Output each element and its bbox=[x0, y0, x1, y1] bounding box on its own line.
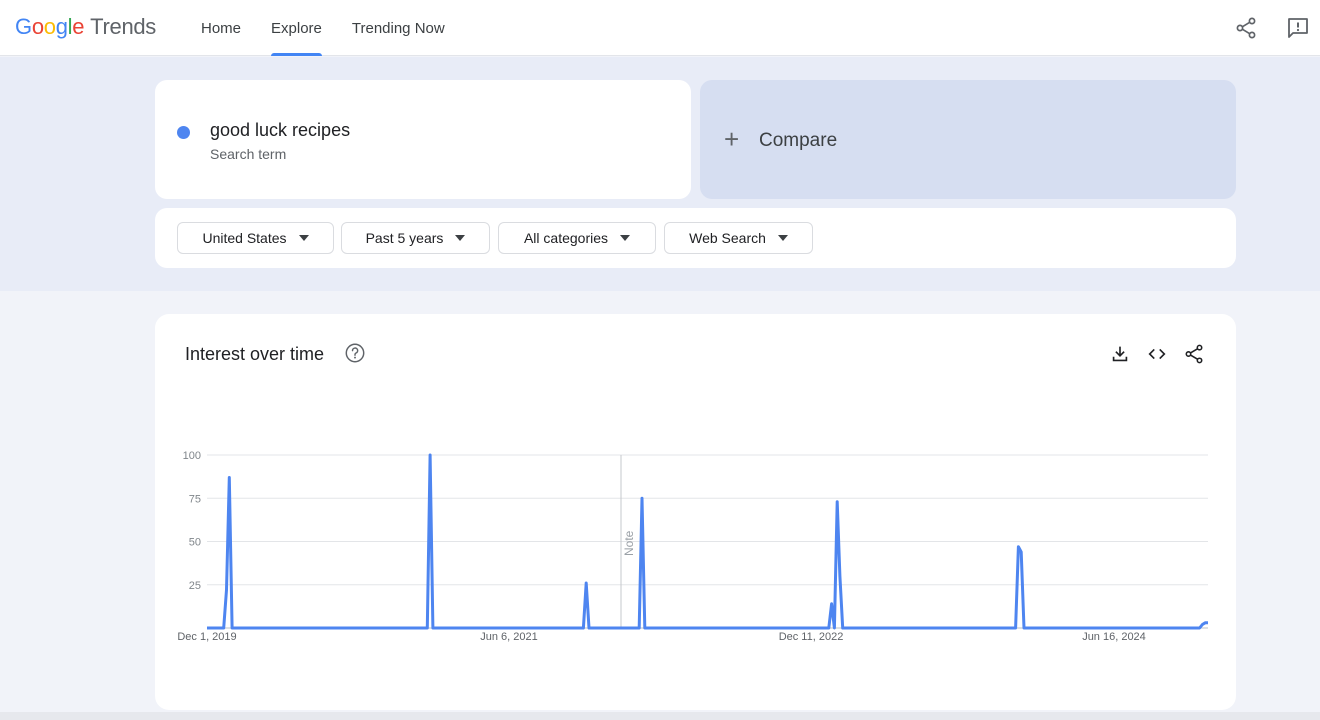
tab-label: Home bbox=[201, 19, 242, 37]
x-tick-label: Dec 11, 2022 bbox=[779, 631, 844, 643]
compare-button[interactable]: + Compare bbox=[700, 80, 1236, 199]
dropdown-caret-icon bbox=[298, 235, 309, 241]
filter-region[interactable]: United States bbox=[177, 222, 334, 254]
search-term-card[interactable]: good luck recipes Search term bbox=[155, 80, 691, 199]
note-label[interactable]: Note bbox=[622, 530, 636, 556]
logo-letter: o bbox=[43, 14, 56, 39]
chart-title: Interest over time bbox=[185, 344, 325, 364]
logo-trends-word: Trends bbox=[90, 14, 157, 39]
search-term-type: Search term bbox=[210, 146, 287, 162]
dropdown-caret-icon bbox=[777, 235, 788, 241]
y-tick-label: 25 bbox=[189, 580, 201, 592]
y-tick-label: 75 bbox=[189, 493, 201, 505]
logo-letter: g bbox=[55, 14, 68, 39]
interest-line-chart: 100 75 50 25 Dec 1, 2019 Jun 6, 2021 Dec 11, … bbox=[177, 450, 1208, 643]
google-trends-logo[interactable]: Google Trends bbox=[15, 14, 156, 40]
logo-letter: G bbox=[15, 14, 32, 39]
x-tick-label: Jun 6, 2021 bbox=[480, 631, 538, 643]
logo-letter: e bbox=[72, 14, 85, 39]
embed-icon[interactable] bbox=[1146, 343, 1168, 365]
tab-trending-now[interactable]: Trending Now bbox=[337, 0, 460, 56]
tab-home[interactable]: Home bbox=[186, 0, 256, 56]
logo-letter: o bbox=[31, 14, 44, 39]
term-color-dot bbox=[177, 126, 190, 139]
search-term-name[interactable]: good luck recipes bbox=[210, 120, 351, 140]
page-bottom-strip bbox=[0, 712, 1320, 720]
dropdown-caret-icon bbox=[455, 235, 466, 241]
tab-label: Explore bbox=[271, 19, 322, 37]
y-tick-label: 50 bbox=[189, 537, 201, 549]
help-icon[interactable] bbox=[344, 342, 366, 364]
filter-category[interactable]: All categories bbox=[498, 222, 656, 254]
x-tick-label: Jun 16, 2024 bbox=[1082, 631, 1146, 643]
top-bar: Google Trends Home Explore Trending Now bbox=[0, 0, 1320, 56]
interest-over-time-card: Interest over time 100 75 50 25 Dec 1, 2019… bbox=[155, 314, 1236, 710]
filters-bar: United States Past 5 years All categorie… bbox=[155, 208, 1236, 268]
x-tick-label: Dec 1, 2019 bbox=[177, 631, 236, 643]
filter-label: Past 5 years bbox=[365, 230, 444, 246]
chart-share-icon[interactable] bbox=[1183, 343, 1205, 365]
y-tick-label: 100 bbox=[183, 450, 201, 462]
filter-label: Web Search bbox=[689, 230, 766, 246]
filter-label: All categories bbox=[523, 230, 609, 246]
tab-explore[interactable]: Explore bbox=[256, 0, 337, 56]
feedback-icon[interactable] bbox=[1286, 16, 1310, 40]
plus-icon: + bbox=[724, 124, 740, 154]
compare-label: Compare bbox=[759, 130, 838, 151]
share-icon[interactable] bbox=[1234, 16, 1258, 40]
filter-label: United States bbox=[202, 230, 287, 246]
filter-search-type[interactable]: Web Search bbox=[664, 222, 813, 254]
main-nav: Home Explore Trending Now bbox=[186, 0, 460, 56]
download-icon[interactable] bbox=[1109, 343, 1131, 365]
dropdown-caret-icon bbox=[620, 235, 631, 241]
tab-label: Trending Now bbox=[351, 19, 445, 37]
series-line bbox=[207, 453, 1208, 630]
logo-letter: l bbox=[67, 14, 73, 39]
filter-time-range[interactable]: Past 5 years bbox=[341, 222, 490, 254]
